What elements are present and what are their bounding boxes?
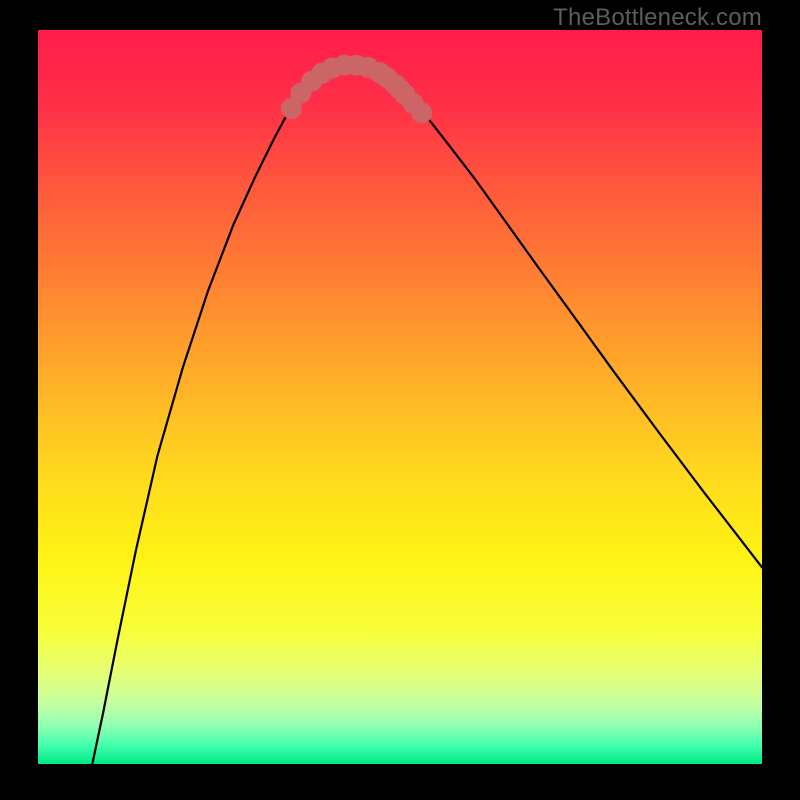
chart-root: TheBottleneck.com	[0, 0, 800, 800]
plot-svg	[38, 30, 762, 764]
bottleneck-curve	[92, 65, 762, 764]
curve-marker	[412, 103, 432, 123]
plot-area	[38, 30, 762, 764]
marker-group	[281, 55, 431, 123]
watermark-text: TheBottleneck.com	[553, 4, 762, 32]
